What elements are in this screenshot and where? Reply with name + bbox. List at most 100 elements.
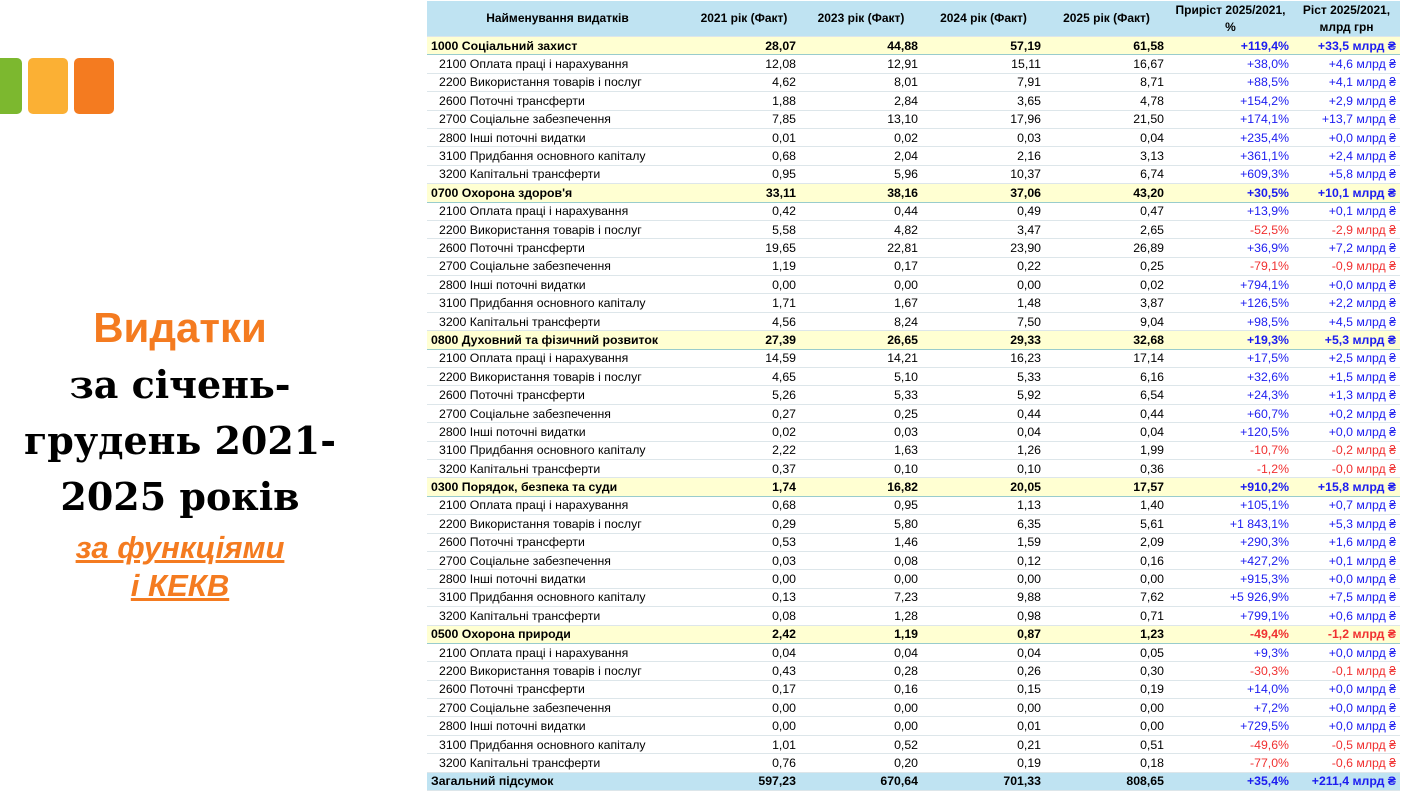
value-cell: +0,0 млрд ₴ [1293, 716, 1400, 736]
value-cell: 7,85 [688, 110, 800, 129]
link[interactable]: за функціями [75, 530, 285, 565]
table-row: 2800 Інші поточні видатки 0,01 0,02 0,03 0,0… [427, 128, 1400, 148]
table-row: 3200 Капітальні трансферти 4,56 8,24 7,50 9,… [427, 312, 1400, 332]
value-cell: 0,36 [1045, 459, 1168, 479]
value-cell: 0,29 [688, 514, 800, 534]
header-cell: 2024 рік (Факт) [922, 1, 1045, 37]
value-cell: 17,57 [1045, 477, 1168, 497]
value-cell: 0,25 [1045, 257, 1168, 277]
value-cell: 1,19 [688, 257, 800, 277]
value-cell: +0,0 млрд ₴ [1293, 698, 1400, 718]
value-cell: +427,2% [1168, 551, 1293, 571]
value-cell: 57,19 [922, 36, 1045, 56]
value-cell: 5,58 [688, 220, 800, 240]
value-cell: 0,04 [1045, 422, 1168, 442]
value-cell: 0,00 [688, 569, 800, 589]
value-cell: 0,52 [800, 735, 922, 755]
value-cell: 0,98 [922, 606, 1045, 626]
logo-square [28, 58, 68, 114]
value-cell: 1,19 [800, 625, 922, 644]
value-cell: +4,1 млрд ₴ [1293, 73, 1400, 93]
value-cell: +15,8 млрд ₴ [1293, 477, 1400, 497]
name-cell: 2800 Інші поточні видатки [427, 128, 688, 148]
name-cell: 2200 Використання товарів і послуг [427, 73, 688, 93]
value-cell: 0,47 [1045, 202, 1168, 221]
value-cell: +174,1% [1168, 110, 1293, 129]
table-row: 2800 Інші поточні видатки 0,02 0,03 0,04 0,0… [427, 422, 1400, 442]
value-cell: 0,00 [1045, 569, 1168, 589]
value-cell: 0,00 [800, 275, 922, 295]
value-cell: 0,95 [688, 165, 800, 185]
value-cell: -77,0% [1168, 753, 1293, 773]
value-cell: +5 926,9% [1168, 588, 1293, 608]
table-row: 3100 Придбання основного капіталу 1,01 0,5… [427, 735, 1400, 755]
table-row: 3200 Капітальні трансферти 0,95 5,96 10,37 6… [427, 165, 1400, 185]
name-cell: 3100 Придбання основного капіталу [427, 588, 688, 608]
value-cell: 1,48 [922, 293, 1045, 313]
subtitle: 2025 років [60, 474, 300, 519]
table-row: 2700 Соціальне забезпечення 0,00 0,00 0,00 0… [427, 698, 1400, 718]
table-row: 0800 Духовний та фізичний розвиток 27,39 2… [427, 330, 1400, 350]
value-cell: 9,88 [922, 588, 1045, 608]
value-cell: 0,04 [922, 643, 1045, 663]
table-row: 2800 Інші поточні видатки 0,00 0,00 0,01 0,0… [427, 716, 1400, 736]
value-cell: +0,2 млрд ₴ [1293, 404, 1400, 424]
name-cell: 2600 Поточні трансферти [427, 91, 688, 111]
value-cell: -1,2 млрд ₴ [1293, 625, 1400, 644]
name-cell: 2200 Використання товарів і послуг [427, 661, 688, 681]
link[interactable]: і КЕКВ [130, 568, 230, 603]
value-cell: 0,49 [922, 202, 1045, 221]
header-cell: 2025 рік (Факт) [1045, 1, 1168, 37]
value-cell: -49,4% [1168, 625, 1293, 644]
value-cell: +36,9% [1168, 238, 1293, 258]
table-row: 0700 Охорона здоров'я 33,11 38,16 37,06 43,2… [427, 183, 1400, 203]
value-cell: +0,0 млрд ₴ [1293, 569, 1400, 589]
value-cell: -2,9 млрд ₴ [1293, 220, 1400, 240]
value-cell: +0,0 млрд ₴ [1293, 422, 1400, 442]
name-cell: 2700 Соціальне забезпечення [427, 698, 688, 718]
value-cell: 4,82 [800, 220, 922, 240]
value-cell: +24,3% [1168, 385, 1293, 405]
table-row: 2700 Соціальне забезпечення 0,27 0,25 0,44 0… [427, 404, 1400, 424]
value-cell: 6,16 [1045, 367, 1168, 387]
value-cell: 1,99 [1045, 441, 1168, 460]
header-row: Найменування видатків 2021 рік (Факт) 2023… [427, 1, 1400, 37]
name-cell: 2100 Оплата праці і нарахування [427, 202, 688, 221]
table-row: 2600 Поточні трансферти 1,88 2,84 3,65 4,78 +… [427, 91, 1400, 111]
table-row: 2100 Оплата праці і нарахування 12,08 12,9… [427, 54, 1400, 74]
value-cell: 0,15 [922, 680, 1045, 700]
value-cell: -79,1% [1168, 257, 1293, 277]
name-cell: 2200 Використання товарів і послуг [427, 220, 688, 240]
value-cell: -0,2 млрд ₴ [1293, 441, 1400, 460]
value-cell: +119,4% [1168, 36, 1293, 56]
subtitle: за січень- [69, 362, 291, 407]
value-cell: 1,63 [800, 441, 922, 460]
value-cell: 0,68 [688, 496, 800, 516]
name-cell: 2100 Оплата праці і нарахування [427, 349, 688, 369]
table-row: 0500 Охорона природи 2,42 1,19 0,87 1,23 -49,… [427, 625, 1400, 644]
value-cell: 0,08 [688, 606, 800, 626]
value-cell: 0,02 [688, 422, 800, 442]
header-cell: Приріст 2025/2021, % [1168, 1, 1293, 37]
table-row: 2700 Соціальне забезпечення 0,03 0,08 0,12 0… [427, 551, 1400, 571]
value-cell: -0,0 млрд ₴ [1293, 459, 1400, 479]
logo-square [0, 58, 22, 114]
value-cell: +0,0 млрд ₴ [1293, 643, 1400, 663]
name-cell: 3100 Придбання основного капіталу [427, 293, 688, 313]
table-row: 3100 Придбання основного капіталу 1,71 1,6… [427, 293, 1400, 313]
value-cell: 16,82 [800, 477, 922, 497]
table-row: Загальний підсумок 597,23 670,64 701,33 808,… [427, 772, 1400, 792]
name-cell: 3200 Капітальні трансферти [427, 606, 688, 626]
table-row: 2100 Оплата праці і нарахування 0,42 0,44 0… [427, 202, 1400, 221]
value-cell: 15,11 [922, 54, 1045, 74]
value-cell: 1,23 [1045, 625, 1168, 644]
value-cell: 0,16 [1045, 551, 1168, 571]
name-cell: 2600 Поточні трансферти [427, 238, 688, 258]
value-cell: 0,00 [1045, 698, 1168, 718]
value-cell: 0,51 [1045, 735, 1168, 755]
value-cell: 1,28 [800, 606, 922, 626]
name-cell: 3200 Капітальні трансферти [427, 459, 688, 479]
name-cell: 2700 Соціальне забезпечення [427, 551, 688, 571]
value-cell: +120,5% [1168, 422, 1293, 442]
table-row: 3200 Капітальні трансферти 0,76 0,20 0,19 0,… [427, 753, 1400, 773]
